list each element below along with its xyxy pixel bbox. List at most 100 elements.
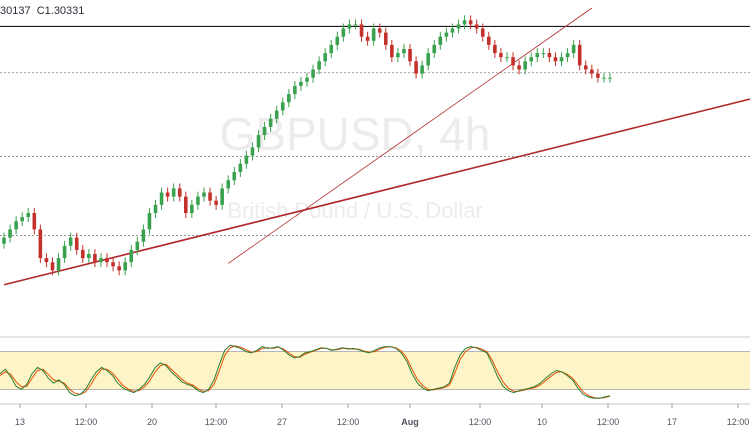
candle-body [74,237,79,250]
candle-body [317,61,321,70]
candle-body [565,53,570,58]
candle-body [226,180,231,189]
candle-body [535,53,540,58]
candle-body [268,118,273,127]
candle-body [177,188,182,197]
candle-body [93,254,97,263]
x-tick-label: Aug [401,417,419,427]
watermark-title: GBPUSD, 4h [220,108,491,160]
candle-body [335,36,340,45]
candle-body [311,69,315,78]
candle-body [256,135,261,148]
x-tick-label: 20 [147,417,157,427]
candle-body [559,57,564,62]
candle-body [184,196,188,213]
candle-body [105,258,109,263]
candle-body [390,44,394,58]
candle-body [32,213,37,230]
candle-body [202,192,206,197]
candle-body [329,44,334,54]
candle-body [62,245,67,259]
candle-body [596,73,600,78]
candle-body [396,53,400,58]
candle-body [99,258,103,263]
candle-body [426,53,430,66]
candle-body [547,53,552,58]
candle-body [293,85,297,95]
candle-body [468,20,473,25]
x-tick-label: 12:00 [727,417,750,427]
candle-body [602,77,606,79]
x-tick-label: 12:00 [75,417,98,427]
candle-body [147,213,152,230]
candle-body [129,249,134,263]
candle-body [299,81,303,86]
candle-body [371,28,376,41]
candle-body [208,192,212,201]
candle-body [323,53,327,62]
trendline [227,7,593,264]
candle-body [232,172,237,181]
candle-body [444,32,449,37]
candle-body [438,36,443,45]
x-tick-label: 12:00 [469,417,492,427]
candle-body [608,77,612,79]
candle-body [590,69,594,74]
candle-body [420,65,424,74]
candle-body [214,200,218,205]
candle-body [244,155,249,164]
x-tick-label: 10 [537,417,547,427]
candle-body [123,262,127,271]
candle-body [250,147,255,156]
candle-body [414,61,418,74]
candle-body [377,28,382,33]
x-tick-label: 27 [277,417,287,427]
candle-body [365,36,370,41]
candle-body [511,57,515,66]
stochastic-band [0,351,750,390]
candle-body [456,24,461,29]
x-tick-label: 13 [15,417,25,427]
candle-body [450,28,455,33]
x-tick-label: 12:00 [597,417,620,427]
candle-body [80,249,85,259]
candle-body [553,57,558,62]
candle-body [480,28,485,37]
candle-body [153,204,158,213]
candle-body [408,49,412,62]
candle-body [262,126,267,136]
candle-body [287,94,291,103]
candle-body [493,44,497,54]
candle-body [505,57,509,59]
candle-body [341,28,346,37]
candle-body [68,237,73,246]
candle-body [56,258,61,271]
candle-body [196,196,200,205]
candle-body [117,266,121,271]
x-tick-label: 17 [667,417,677,427]
x-tick-label: 12:00 [205,417,228,427]
candle-body [159,192,164,205]
candle-body [220,188,224,205]
x-tick-label: 12:00 [337,417,360,427]
candle-body [499,53,503,58]
candle-body [541,53,546,55]
candle-body [487,36,491,45]
candle-body [38,229,43,259]
candle-body [305,77,309,82]
candle-body [87,254,91,259]
candle-body [359,24,364,37]
candle-body [2,237,6,244]
candle-body [44,258,49,263]
candle-body [26,213,31,218]
candle-body [135,241,140,250]
candle-body [432,44,437,54]
stochastic-k-line [0,344,611,399]
candle-body [14,221,18,230]
candle-body [583,65,588,70]
candle-body [474,24,479,29]
candle-body [50,262,55,271]
candle-body [402,49,406,54]
